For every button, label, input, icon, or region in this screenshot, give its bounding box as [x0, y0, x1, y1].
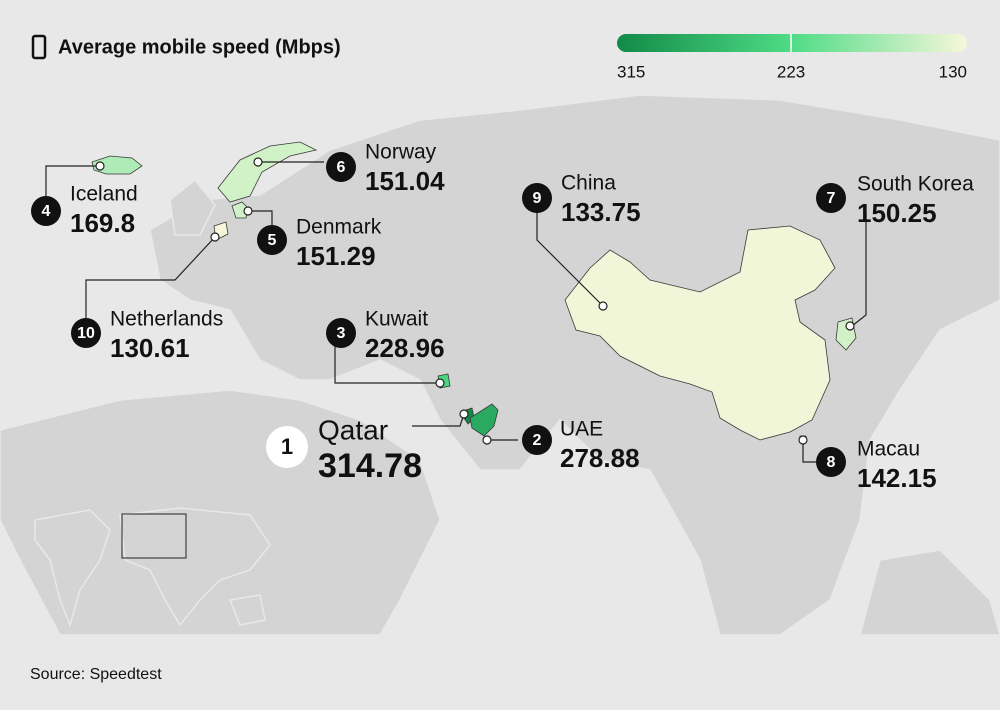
- leader-dot: [598, 301, 608, 311]
- rank-number: 6: [337, 159, 346, 176]
- leader-dot: [798, 435, 808, 445]
- country-value: 133.75: [561, 197, 641, 227]
- country-value: 278.88: [560, 443, 640, 473]
- country-shape: [469, 403, 499, 437]
- country-name: Qatar: [318, 414, 388, 445]
- country-shape: [564, 225, 836, 441]
- country-name: Kuwait: [365, 308, 428, 331]
- rank-number: 3: [337, 325, 346, 342]
- rank-badge: [326, 152, 356, 182]
- leader-dot: [482, 435, 492, 445]
- leader-line: [802, 440, 816, 463]
- country-value: 150.25: [857, 198, 937, 228]
- leader-dot: [459, 409, 469, 419]
- legend-bar: [617, 34, 967, 52]
- rank-badge: [522, 425, 552, 455]
- country-name: Macau: [857, 438, 920, 461]
- legend: 315 223 130: [617, 34, 967, 81]
- country-value: 228.96: [365, 333, 445, 363]
- country-value: 130.61: [110, 333, 190, 363]
- rank-number: 2: [533, 432, 542, 449]
- legend-tick-label: 130: [939, 62, 967, 81]
- rank-badge: [326, 318, 356, 348]
- rank-number: 9: [533, 190, 542, 207]
- country-value: 142.15: [857, 463, 937, 493]
- leader-line: [851, 212, 867, 327]
- rank-badge: [71, 318, 101, 348]
- legend-tick-label: 223: [777, 62, 805, 81]
- leader-line: [45, 165, 100, 198]
- leader-line: [334, 345, 440, 384]
- rank-number: 10: [77, 325, 95, 342]
- country-name: Netherlands: [110, 308, 223, 331]
- inset-frame: [121, 513, 187, 559]
- country-name: Denmark: [296, 216, 382, 239]
- legend-tick-label: 315: [617, 62, 645, 81]
- rank-badge: [257, 225, 287, 255]
- country-value: 314.78: [318, 447, 422, 485]
- country-shape: [217, 141, 318, 203]
- country-value: 151.29: [296, 241, 376, 271]
- phone-icon: [31, 34, 47, 60]
- country-value: 151.04: [365, 166, 445, 196]
- rank-number: 5: [268, 232, 277, 249]
- rank-badge: [816, 183, 846, 213]
- rank-badge: [522, 183, 552, 213]
- rank-number: 4: [42, 203, 51, 220]
- leader-line: [536, 212, 604, 307]
- rank-number: 8: [827, 454, 836, 471]
- country-name: Iceland: [70, 183, 138, 206]
- leader-dot: [243, 206, 253, 216]
- source: Source: Speedtest: [30, 666, 162, 683]
- inset-world-map: [34, 507, 271, 628]
- country-value: 169.8: [70, 208, 135, 238]
- rank-badge: [31, 196, 61, 226]
- leader-line: [250, 210, 273, 226]
- country-shape: [91, 155, 143, 175]
- leader-dot: [845, 321, 855, 331]
- rank-badge: [816, 447, 846, 477]
- rank-badge: [266, 426, 308, 468]
- country-name: Norway: [365, 141, 437, 164]
- country-name: China: [561, 172, 616, 195]
- country-name: South Korea: [857, 173, 974, 196]
- leader-dot: [210, 232, 220, 242]
- title-group: Average mobile speed (Mbps): [31, 34, 341, 60]
- leader-dot: [95, 161, 105, 171]
- country-name: UAE: [560, 418, 603, 441]
- rank-number: 1: [281, 434, 293, 459]
- leader-dot: [435, 378, 445, 388]
- rank-number: 7: [827, 190, 836, 207]
- title: Average mobile speed (Mbps): [58, 36, 341, 58]
- leader-dot: [253, 157, 263, 167]
- leader-line: [85, 236, 216, 318]
